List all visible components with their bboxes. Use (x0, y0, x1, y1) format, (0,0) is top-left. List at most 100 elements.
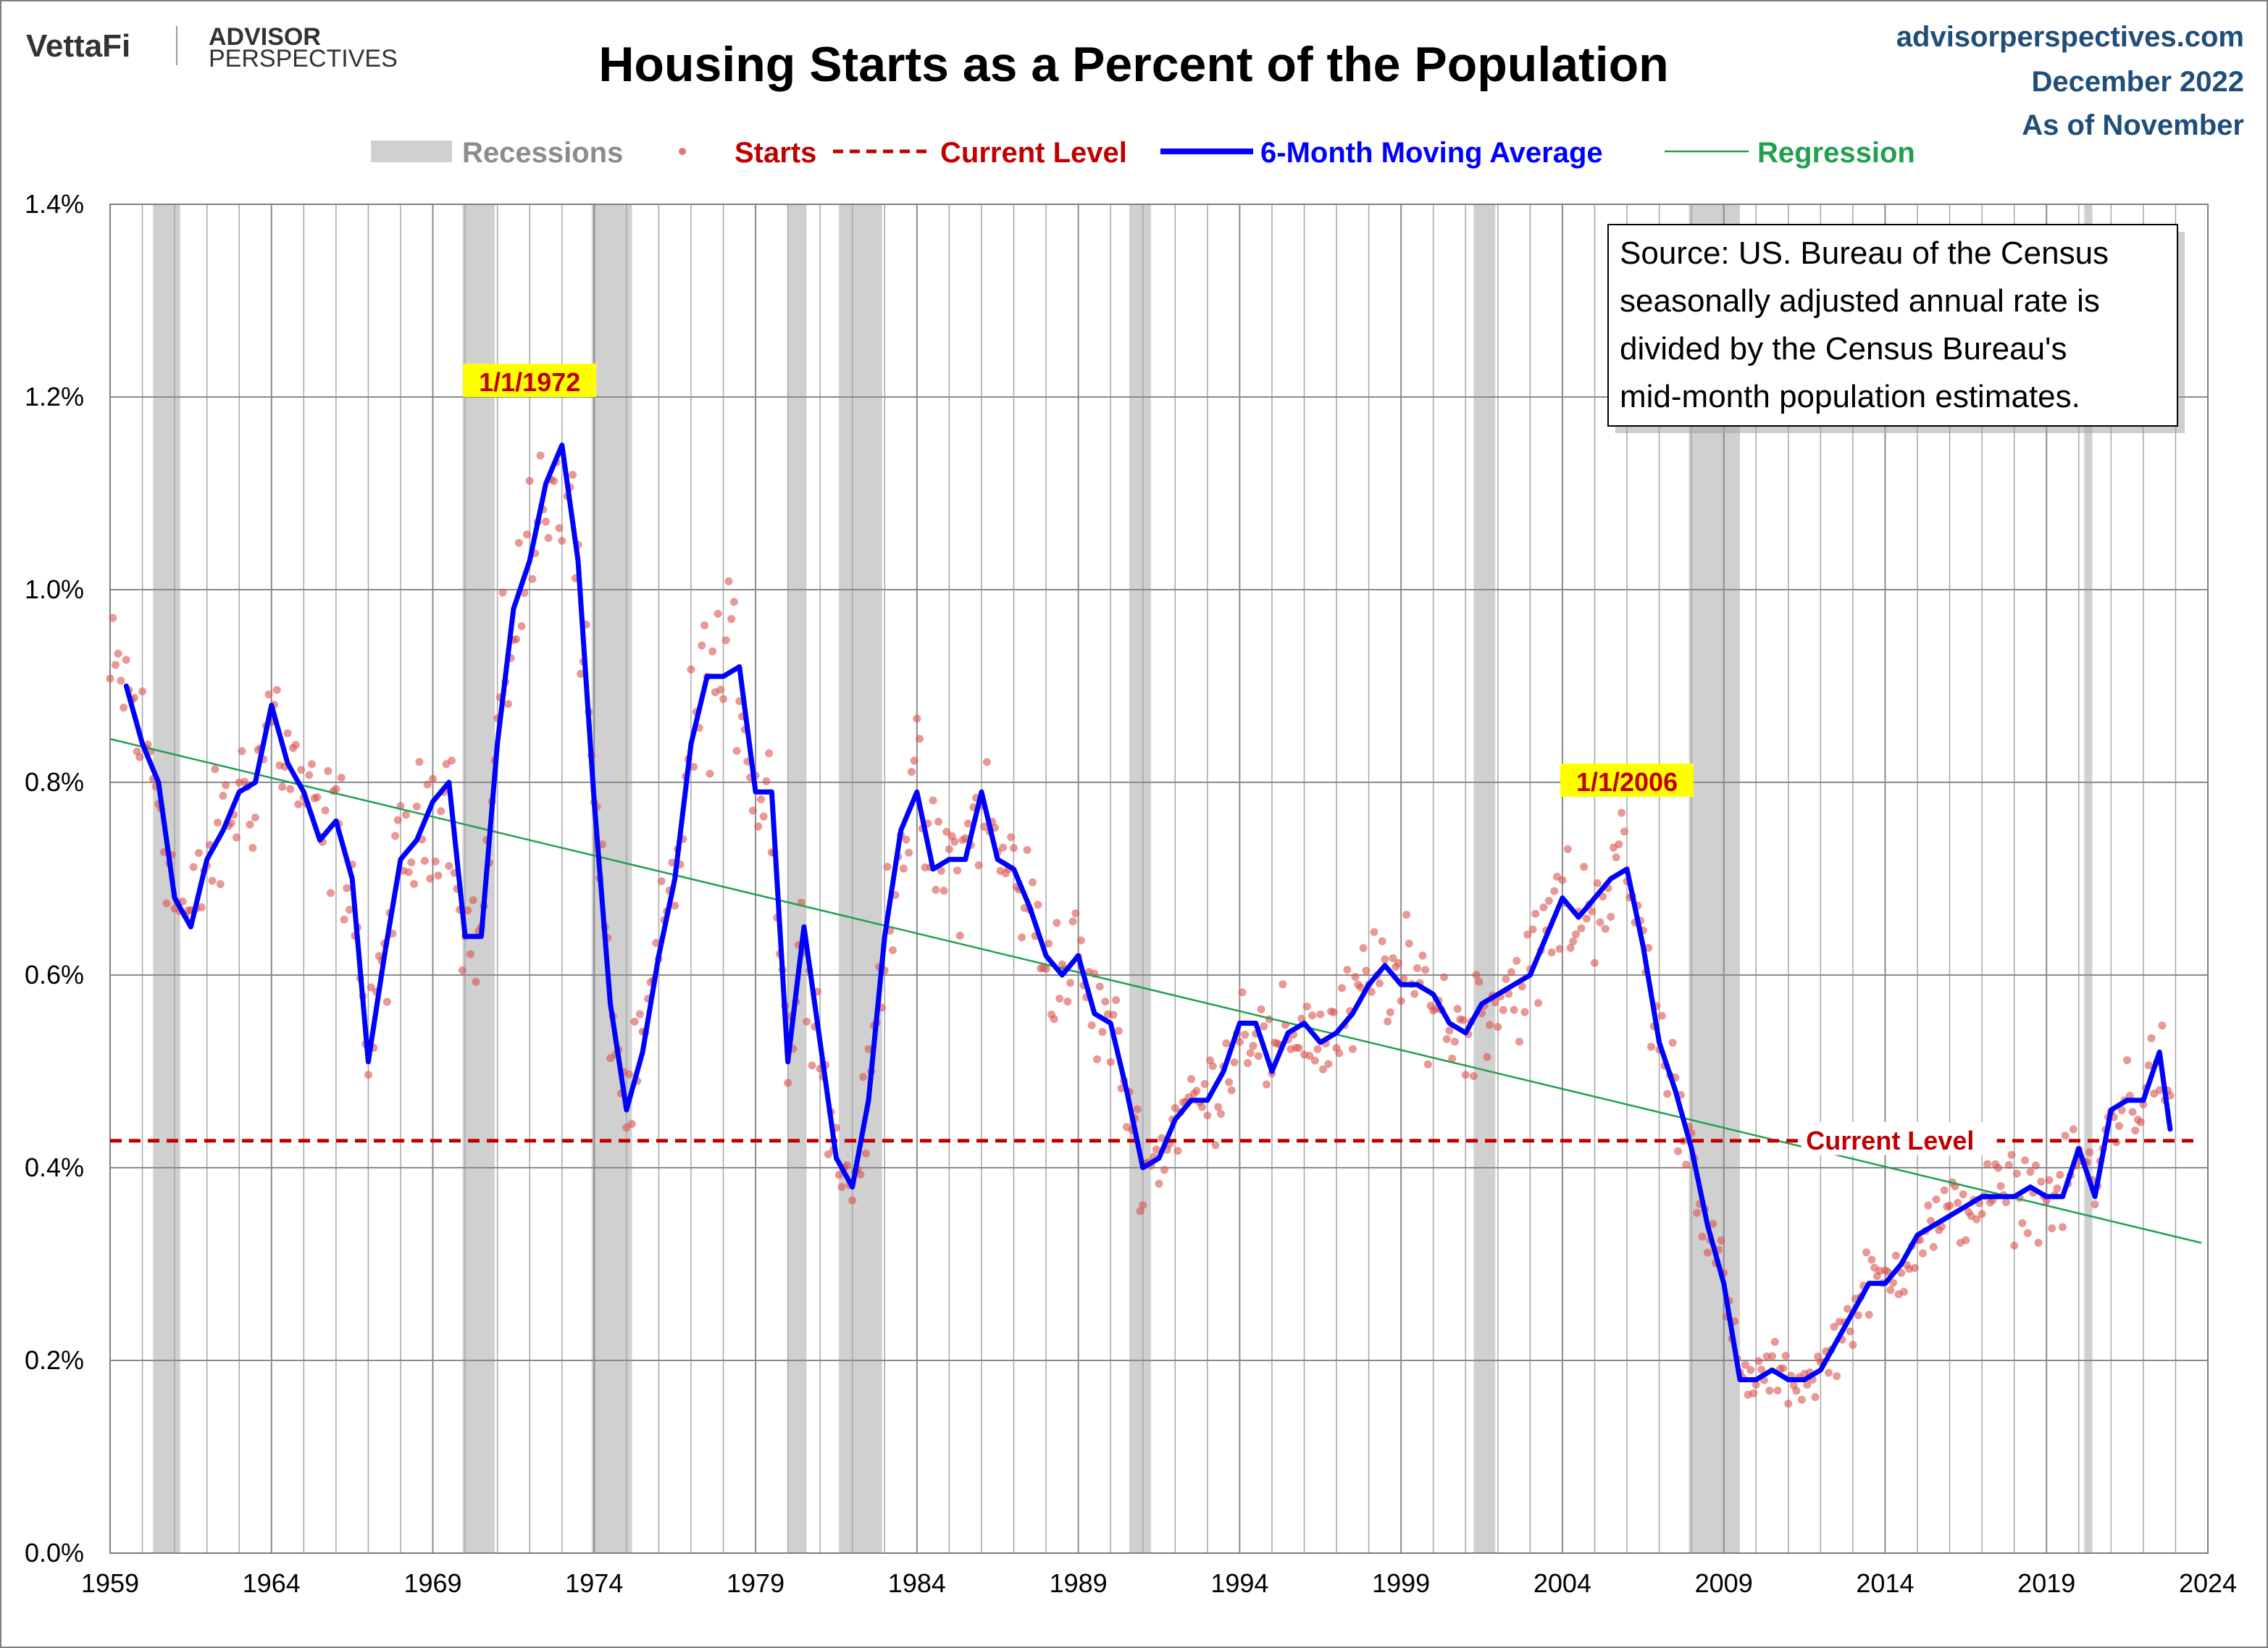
starts-point (1891, 1251, 1900, 1260)
starts-point (278, 782, 287, 791)
starts-point (429, 774, 438, 783)
starts-point (1709, 1219, 1717, 1228)
source-note-line-1: Source: US. Bureau of the Census (1620, 235, 2109, 271)
starts-point (687, 665, 695, 674)
logo-advisor-text: ADVISOR (209, 23, 321, 51)
starts-point (1615, 840, 1623, 849)
starts-point (1924, 1201, 1933, 1210)
starts-point (1405, 940, 1413, 948)
starts-point (913, 714, 921, 723)
starts-point (929, 796, 937, 805)
starts-point (178, 897, 187, 905)
starts-point (1093, 1055, 1102, 1063)
starts-point (1547, 948, 1556, 957)
x-tick-label: 1959 (81, 1568, 139, 1598)
as-of-date: As of November (2022, 109, 2244, 141)
x-tick-label: 1984 (888, 1568, 946, 1598)
starts-point (1235, 1037, 1244, 1046)
starts-point (536, 451, 545, 460)
starts-point (272, 685, 281, 694)
starts-point (2155, 1086, 2164, 1095)
starts-point (1674, 1147, 1683, 1155)
regression-line (109, 737, 2202, 1244)
starts-point (1993, 1163, 2002, 1172)
starts-point (719, 695, 728, 703)
starts-point (1534, 999, 1543, 1008)
starts-point (1068, 917, 1077, 926)
starts-point (2091, 1200, 2099, 1209)
starts-point (1386, 1008, 1394, 1016)
starts-point (1114, 1026, 1123, 1035)
starts-point (1620, 827, 1628, 836)
starts-point (1784, 1400, 1793, 1408)
starts-point (937, 866, 945, 875)
recession-band (462, 204, 495, 1553)
starts-point (1846, 1327, 1854, 1336)
starts-point (1448, 1054, 1457, 1063)
starts-point (1216, 1110, 1225, 1118)
starts-point (1717, 1237, 1725, 1245)
starts-point (627, 1120, 636, 1129)
starts-point (652, 939, 661, 948)
starts-point (498, 588, 507, 597)
starts-point (1241, 1031, 1250, 1040)
starts-point (431, 857, 440, 866)
starts-point (1781, 1352, 1790, 1360)
starts-point (2004, 1160, 2013, 1169)
starts-point (1238, 988, 1247, 997)
starts-point (803, 1017, 811, 1026)
starts-point (950, 837, 959, 846)
starts-point (1803, 1381, 1812, 1389)
starts-point (934, 817, 943, 826)
annotation-highlight (463, 364, 597, 398)
starts-point (1582, 914, 1591, 923)
logo-perspectives-text: PERSPECTIVES (209, 45, 398, 72)
starts-point (757, 795, 766, 804)
legend-moving-average-label: 6-Month Moving Average (1260, 137, 1603, 169)
x-axis-tick-labels: 1959 1964 1969 1974 1979 1984 1989 1994 1999 2004… (81, 1568, 2237, 1598)
starts-point (1962, 1236, 1970, 1245)
starts-point (1152, 1145, 1160, 1154)
starts-point (1461, 1071, 1470, 1079)
x-tick-label: 1969 (403, 1568, 461, 1598)
starts-point (1399, 974, 1408, 983)
starts-point (1087, 1021, 1096, 1029)
starts-point (1249, 1042, 1258, 1050)
starts-point (1889, 1279, 1898, 1287)
starts-point (367, 983, 375, 992)
starts-point (448, 756, 456, 765)
starts-point (1313, 1045, 1322, 1053)
x-tick-label: 1964 (243, 1568, 301, 1598)
starts-point (1098, 1028, 1107, 1037)
recession-band (1473, 204, 1496, 1553)
annotation-highlight (1560, 764, 1694, 797)
starts-point (472, 978, 480, 987)
starts-point (2059, 1223, 2067, 1231)
starts-point (1862, 1248, 1870, 1257)
starts-point (1754, 1357, 1763, 1365)
starts-point (423, 780, 432, 789)
starts-point (1423, 1060, 1432, 1068)
legend-starts-label: Starts (735, 137, 816, 169)
starts-point (762, 777, 771, 786)
starts-point (1066, 979, 1074, 987)
starts-point (932, 885, 940, 894)
starts-point (1646, 1042, 1655, 1051)
moving-average-series (123, 443, 2173, 1383)
starts-point (1972, 1215, 1981, 1224)
starts-point (842, 1161, 851, 1170)
starts-point (321, 806, 330, 815)
starts-point (1197, 1103, 1206, 1111)
legend-recessions-label: Recessions (462, 137, 623, 169)
starts-point (550, 477, 558, 485)
starts-point (942, 827, 951, 836)
starts-point (1596, 918, 1604, 927)
starts-point (512, 635, 521, 643)
starts-point (1263, 1080, 1271, 1089)
starts-point (324, 766, 332, 775)
starts-point (1849, 1340, 1857, 1349)
starts-point (1899, 1287, 1908, 1296)
starts-point (2117, 1105, 2126, 1114)
x-tick-label: 1989 (1050, 1568, 1108, 1598)
starts-point (732, 747, 741, 756)
